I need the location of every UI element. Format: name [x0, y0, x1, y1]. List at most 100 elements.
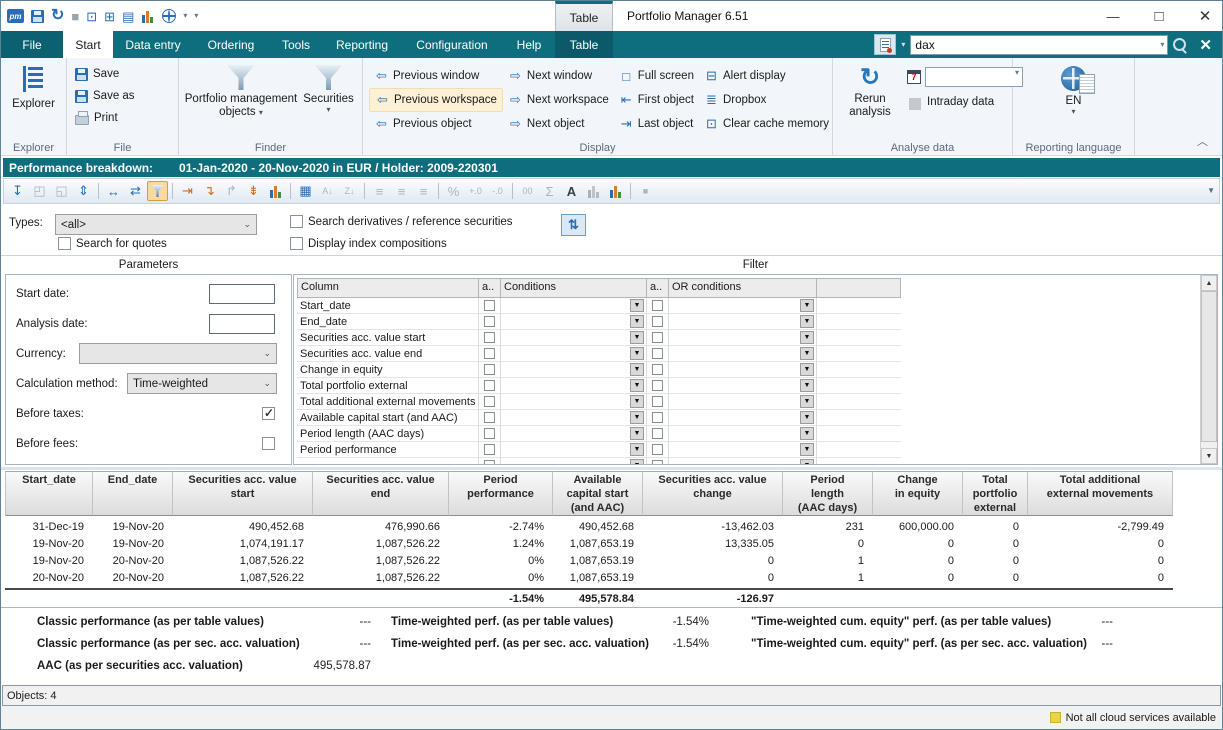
scroll-down-icon[interactable]: ▼: [1201, 448, 1217, 464]
results-header-2[interactable]: Securities acc. value start: [173, 471, 313, 516]
filter-or-checkbox[interactable]: [652, 316, 663, 327]
menu-tab-configuration[interactable]: Configuration: [401, 31, 503, 58]
conditions-combobox[interactable]: ▼: [501, 442, 646, 457]
export-layout-icon[interactable]: ↧: [7, 181, 28, 201]
conditions-combobox[interactable]: ▼: [501, 394, 646, 409]
conditions-dropdown-icon[interactable]: ▼: [630, 331, 644, 344]
table-row[interactable]: 31-Dec-1919-Nov-20490,452.68476,990.66-2…: [5, 518, 1173, 535]
filter-or-checkbox[interactable]: [652, 332, 663, 343]
menu-tab-tools[interactable]: Tools: [269, 31, 323, 58]
statistics-icon[interactable]: [141, 10, 155, 23]
fit-height-icon[interactable]: ⇕: [73, 181, 94, 201]
conditions-dropdown-icon[interactable]: ▼: [630, 443, 644, 456]
or-conditions-combobox[interactable]: ▼: [669, 426, 816, 441]
or-conditions-dropdown-icon[interactable]: ▼: [800, 411, 814, 424]
web-icon[interactable]: [162, 9, 176, 23]
or-conditions-dropdown-icon[interactable]: ▼: [800, 331, 814, 344]
refresh-icon[interactable]: ⇄: [125, 181, 146, 201]
sort-ascending-icon[interactable]: A↓: [317, 181, 338, 201]
rerun-analysis-button[interactable]: ↻ Rerun analysis: [841, 66, 899, 119]
bar-chart-icon[interactable]: [605, 181, 626, 201]
filter-or-checkbox[interactable]: [652, 412, 663, 423]
or-conditions-dropdown-icon[interactable]: ▼: [800, 363, 814, 376]
conditions-dropdown-icon[interactable]: ▼: [630, 315, 644, 328]
column-chart-icon[interactable]: [583, 181, 604, 201]
conditions-dropdown-icon[interactable]: ▼: [630, 459, 644, 464]
conditions-combobox[interactable]: ▼: [501, 346, 646, 361]
run-workspace-icon[interactable]: ⊞: [104, 10, 115, 23]
refresh-search-button[interactable]: ⇅: [561, 214, 586, 236]
filter-and-checkbox[interactable]: [484, 348, 495, 359]
results-header-9[interactable]: Total portfolio external: [963, 471, 1028, 516]
results-header-5[interactable]: Available capital start (and AAC): [553, 471, 643, 516]
conditions-dropdown-icon[interactable]: ▼: [630, 347, 644, 360]
close-view-button[interactable]: ✕: [1193, 36, 1218, 54]
or-conditions-dropdown-icon[interactable]: ▼: [800, 315, 814, 328]
font-icon[interactable]: A: [561, 181, 582, 201]
menu-tab-table[interactable]: Table: [555, 31, 613, 58]
calculation-method-select[interactable]: Time-weighted⌄: [127, 373, 277, 394]
zoom-selection-icon[interactable]: ◱: [51, 181, 72, 201]
results-header-4[interactable]: Period performance: [449, 471, 553, 516]
filter-and-checkbox[interactable]: [484, 444, 495, 455]
display-item-alert-display[interactable]: ⊟Alert display: [699, 64, 834, 88]
filter-and-checkbox[interactable]: [484, 412, 495, 423]
or-conditions-combobox[interactable]: ▼: [669, 394, 816, 409]
percent-format-icon[interactable]: %: [443, 181, 464, 201]
menu-tab-start[interactable]: Start: [63, 31, 113, 58]
save-button[interactable]: Save: [67, 63, 178, 85]
filter-and-checkbox[interactable]: [484, 396, 495, 407]
toolbar-overflow-arrow-icon[interactable]: ▼: [1207, 186, 1215, 195]
increase-decimal-icon[interactable]: +.0: [465, 181, 486, 201]
or-conditions-dropdown-icon[interactable]: ▼: [800, 395, 814, 408]
or-conditions-dropdown-icon[interactable]: ▼: [800, 347, 814, 360]
zoom-window-icon[interactable]: ◰: [29, 181, 50, 201]
filter-and-checkbox[interactable]: [484, 316, 495, 327]
or-conditions-combobox[interactable]: ▼: [669, 314, 816, 329]
refresh-icon[interactable]: ↻: [51, 8, 64, 24]
explorer-button[interactable]: Explorer: [1, 66, 66, 110]
display-item-full-screen[interactable]: □Full screen: [614, 64, 699, 88]
save-as-button[interactable]: Save as: [67, 85, 178, 107]
save-icon[interactable]: [31, 10, 44, 23]
conditions-combobox[interactable]: ▼: [501, 330, 646, 345]
results-header-6[interactable]: Securities acc. value change: [643, 471, 783, 516]
stop-icon[interactable]: ■: [635, 181, 656, 201]
maximize-button[interactable]: □: [1152, 8, 1166, 25]
collapse-ribbon-icon[interactable]: ︿: [1197, 133, 1208, 149]
display-item-next-window[interactable]: ⇨Next window: [503, 64, 614, 88]
filter-and-checkbox[interactable]: [484, 332, 495, 343]
or-conditions-dropdown-icon[interactable]: ▼: [800, 443, 814, 456]
results-header-1[interactable]: End_date: [93, 471, 173, 516]
number-format-icon[interactable]: 00: [517, 181, 538, 201]
document-tab-table[interactable]: Table: [555, 1, 613, 31]
or-conditions-combobox[interactable]: ▼: [669, 330, 816, 345]
insert-column-icon[interactable]: ⇥: [177, 181, 198, 201]
display-item-last-object[interactable]: ⇥Last object: [614, 112, 699, 136]
report-dropdown-arrow-icon[interactable]: ▾: [901, 40, 905, 49]
filter-or-checkbox[interactable]: [652, 444, 663, 455]
minimize-button[interactable]: —: [1106, 9, 1120, 24]
display-item-previous-object[interactable]: ⇦Previous object: [369, 112, 503, 136]
start-date-input[interactable]: [209, 284, 275, 304]
conditions-dropdown-icon[interactable]: ▼: [630, 299, 644, 312]
close-button[interactable]: ✕: [1198, 7, 1212, 25]
or-conditions-dropdown-icon[interactable]: ▼: [800, 379, 814, 392]
conditions-combobox[interactable]: ▼: [501, 426, 646, 441]
filter-or-checkbox[interactable]: [652, 428, 663, 439]
report-icon[interactable]: ▤: [122, 10, 134, 23]
or-conditions-dropdown-icon[interactable]: ▼: [800, 299, 814, 312]
qat-dropdown-arrow-icon[interactable]: ▾: [183, 12, 187, 20]
or-conditions-combobox[interactable]: ▼: [669, 362, 816, 377]
search-quotes-checkbox[interactable]: [58, 237, 71, 250]
merge-icon[interactable]: ↱: [221, 181, 242, 201]
align-right-icon[interactable]: ≡: [413, 181, 434, 201]
results-header-7[interactable]: Period length (AAC days): [783, 471, 873, 516]
analysis-date-combobox[interactable]: ▾: [925, 67, 1023, 87]
or-conditions-dropdown-icon[interactable]: ▼: [800, 427, 814, 440]
filter-scrollbar[interactable]: ▲ ▼: [1200, 275, 1217, 464]
display-item-first-object[interactable]: ⇤First object: [614, 88, 699, 112]
conditions-combobox[interactable]: ▼: [501, 410, 646, 425]
conditions-dropdown-icon[interactable]: ▼: [630, 379, 644, 392]
align-center-icon[interactable]: ≡: [391, 181, 412, 201]
